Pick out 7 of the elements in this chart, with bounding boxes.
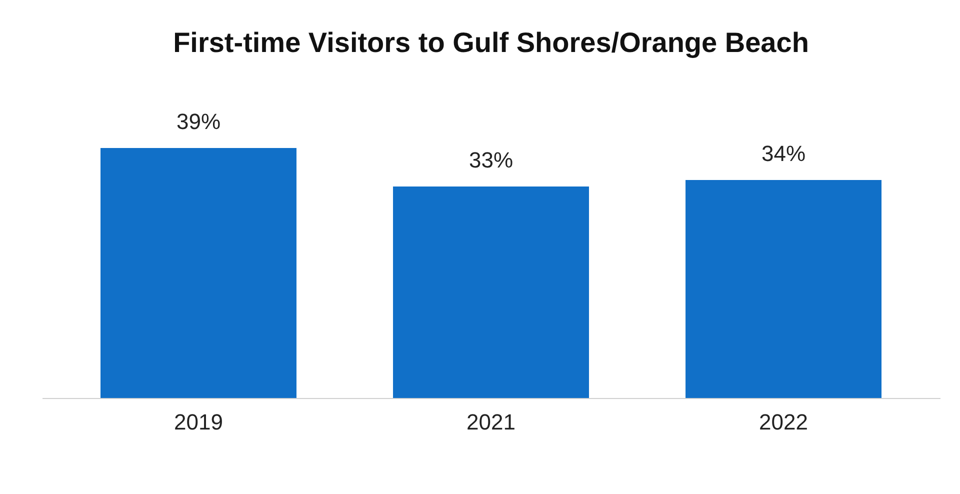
x-tick-label: 2021 <box>466 410 516 434</box>
data-label: 34% <box>761 141 806 166</box>
chart-title: First-time Visitors to Gulf Shores/Orange Beach <box>173 27 809 58</box>
x-tick-label: 2022 <box>759 410 808 434</box>
data-label: 39% <box>176 109 221 134</box>
data-label: 33% <box>468 147 514 172</box>
x-tick-label: 2019 <box>174 410 223 434</box>
